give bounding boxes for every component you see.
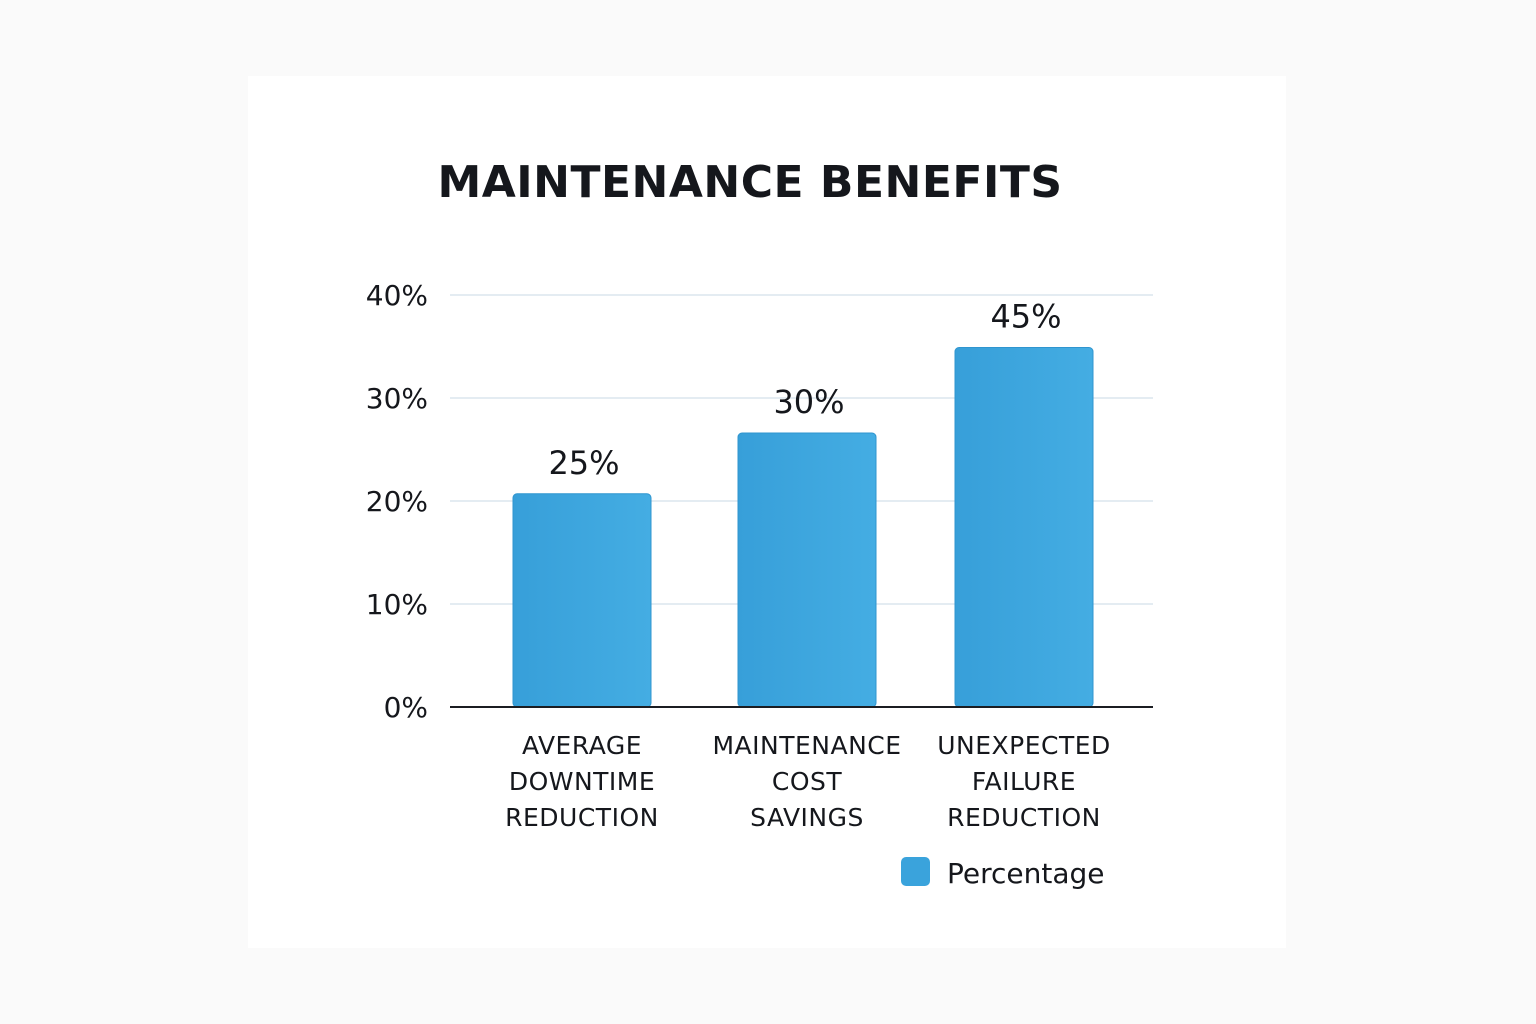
x-category-label: MAINTENANCE bbox=[712, 731, 901, 760]
bar-value-label: 25% bbox=[548, 444, 619, 482]
bar bbox=[737, 432, 877, 708]
x-category-label: COST bbox=[772, 767, 843, 796]
x-category-label: AVERAGE bbox=[522, 731, 642, 760]
x-category-label: FAILURE bbox=[972, 767, 1076, 796]
x-category-label: REDUCTION bbox=[505, 803, 659, 832]
x-category-label: SAVINGS bbox=[750, 803, 864, 832]
y-tick-label: 30% bbox=[366, 382, 428, 415]
x-category-label: UNEXPECTED bbox=[937, 731, 1111, 760]
bar bbox=[512, 493, 652, 708]
y-tick-label: 10% bbox=[366, 588, 428, 621]
bars bbox=[512, 347, 1094, 708]
chart-title: MAINTENANCE BENEFITS bbox=[437, 157, 1062, 208]
x-category-label: DOWNTIME bbox=[509, 767, 655, 796]
y-tick-label: 0% bbox=[384, 691, 428, 724]
x-axis-categories: AVERAGE DOWNTIME REDUCTION MAINTENANCE COST S… bbox=[505, 731, 1111, 832]
bar-value-label: 30% bbox=[773, 383, 844, 421]
legend: Percentage bbox=[901, 857, 1105, 890]
y-tick-label: 20% bbox=[366, 485, 428, 518]
y-tick-label: 40% bbox=[366, 279, 428, 312]
x-category-label: REDUCTION bbox=[947, 803, 1101, 832]
bar-value-label: 45% bbox=[990, 298, 1061, 336]
y-axis-ticks: 0% 10% 20% 30% 40% bbox=[366, 279, 428, 724]
legend-swatch bbox=[901, 857, 930, 886]
legend-label: Percentage bbox=[947, 857, 1105, 890]
bar bbox=[954, 347, 1094, 708]
data-labels: 25% 30% 45% bbox=[548, 298, 1061, 482]
